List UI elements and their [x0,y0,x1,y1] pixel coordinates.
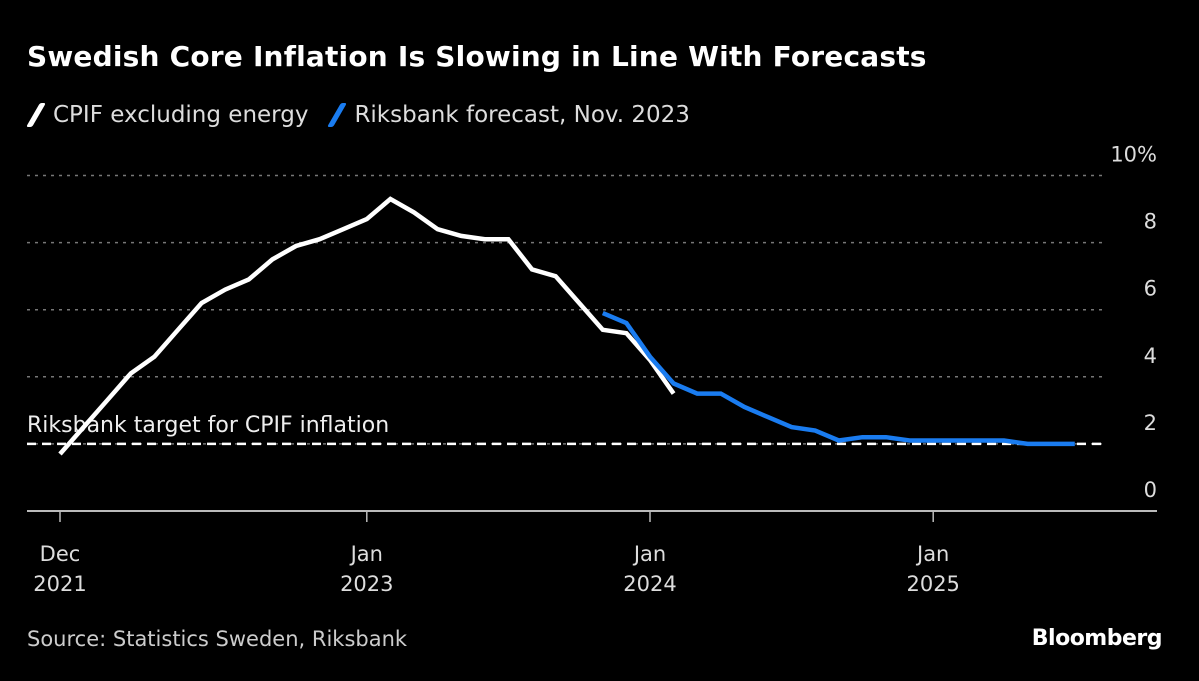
target-label: Riksbank target for CPIF inflation [27,413,389,438]
y-tick-label: 0 [1144,478,1157,502]
x-tick-label-year: 2024 [623,572,676,596]
x-tick-label-month: Jan [632,542,666,566]
legend-label-cpif: CPIF excluding energy [53,102,309,128]
y-axis-labels: 0 2 4 6 8 10% [1110,143,1157,503]
y-tick-label: 2 [1144,411,1157,435]
x-tick-label-year: 2025 [906,572,959,596]
gridlines [27,174,1102,445]
legend-label-forecast: Riksbank forecast, Nov. 2023 [354,102,690,128]
x-tick-label-year: 2023 [340,572,393,596]
x-tick-label-month: Jan [349,542,383,566]
y-tick-label: 8 [1144,210,1157,234]
source-note: Source: Statistics Sweden, Riksbank [27,627,408,651]
x-tick-label-month: Dec [40,542,81,566]
legend-item-cpif: CPIF excluding energy [26,102,309,128]
bloomberg-logo: Bloomberg [1031,626,1163,651]
chart-title: Swedish Core Inflation Is Slowing in Lin… [27,40,927,73]
y-tick-label: 10% [1110,143,1157,167]
x-tick-label-month: Jan [915,542,949,566]
y-tick-label: 4 [1144,344,1157,368]
y-tick-label: 6 [1144,277,1157,301]
x-tick-label-year: 2021 [33,572,86,596]
x-axis: Dec 2021 Jan 2023 Jan 2024 Jan 2025 [27,510,1157,596]
legend: CPIF excluding energy Riksbank forecast,… [26,99,710,131]
legend-item-forecast: Riksbank forecast, Nov. 2023 [327,102,690,128]
series-line-forecast [601,311,1075,447]
series-group [58,196,1075,456]
